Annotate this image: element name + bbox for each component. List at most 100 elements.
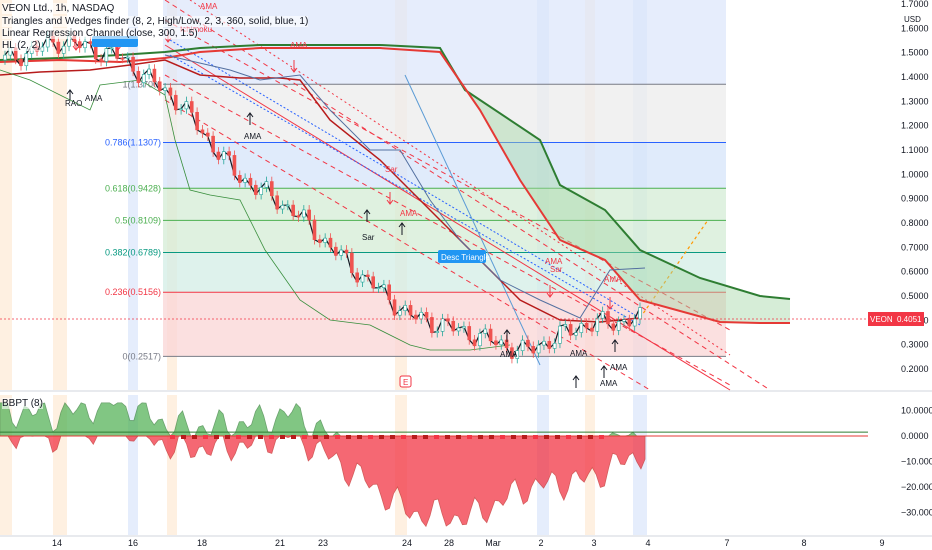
candle [3, 54, 7, 61]
arrow-up-icon [66, 89, 74, 100]
candle [147, 68, 151, 75]
candle [616, 321, 621, 331]
fibonacci-retracement[interactable]: 1(1.3700) 0.786(1.1307) 0.618(0.9428) 0.5(0… [105, 0, 726, 361]
svg-text:Desc Triangle: Desc Triangle [441, 253, 490, 262]
oscillator-marker [412, 435, 417, 439]
chart-title[interactable]: VEON Ltd., 1h, NASDAQ [2, 3, 115, 14]
oscillator-title[interactable]: BBPT (8) [2, 398, 43, 409]
fib-level-label: 1(1.3700) [122, 79, 161, 89]
candle [590, 327, 594, 332]
candle [323, 237, 327, 243]
time-tick: 24 [402, 538, 412, 548]
arrow-up-icon [363, 209, 371, 222]
candle [467, 326, 472, 341]
candlesticks[interactable] [3, 31, 642, 364]
candle [430, 317, 434, 333]
oscillator-marker [566, 435, 571, 439]
earnings-marker[interactable]: E [399, 375, 412, 388]
oscillator-marker [522, 435, 527, 439]
price-tick: 1.0000 [901, 169, 929, 179]
oscillator-tick: 0.0000 [901, 431, 929, 441]
oscillator-marker [225, 435, 230, 439]
price-tick: 0.2000 [901, 364, 929, 374]
candle [563, 324, 568, 327]
oscillator-marker [467, 435, 472, 439]
oscillator-marker [313, 435, 318, 439]
price-tick: 1.3000 [901, 96, 929, 106]
legend-regression[interactable]: Linear Regression Channel (close, 300, 1… [2, 28, 198, 39]
candle [168, 87, 173, 96]
candle [157, 81, 162, 91]
time-tick: Mar [485, 538, 501, 548]
bbpt-oscillator[interactable] [0, 402, 868, 528]
candle [424, 312, 429, 318]
candle [19, 59, 23, 67]
candle [275, 195, 279, 210]
candle [179, 108, 183, 111]
ama-label: AMA [545, 257, 563, 266]
candle [558, 325, 562, 344]
oscillator-marker [533, 435, 538, 439]
arrow-down-icon [546, 285, 554, 298]
oscillator-marker [181, 435, 186, 439]
oscillator-marker [401, 435, 406, 439]
time-axis[interactable]: 14 16 18 21 23 24 28 Mar 2 3 4 7 8 9 [0, 535, 932, 548]
price-tick: 0.7000 [901, 242, 929, 252]
candle [344, 249, 349, 254]
fib-level-label: 0.236(0.5156) [105, 287, 161, 297]
fib-zone [163, 142, 726, 189]
candle [253, 184, 258, 195]
candle [318, 239, 322, 243]
fib-level-label: 0.382(0.6789) [105, 247, 161, 257]
oscillator-marker [390, 435, 395, 439]
price-tick: 1.2000 [901, 121, 929, 131]
oscillator-marker [236, 435, 241, 439]
fib-zone [163, 220, 726, 253]
oscillator-marker [423, 435, 428, 439]
arrow-down-icon [290, 60, 298, 73]
arrow-down-icon [72, 40, 80, 51]
candle [456, 327, 461, 332]
fib-level-label: 0.618(0.9428) [105, 183, 161, 193]
candle [584, 322, 589, 329]
candle [77, 41, 82, 49]
candle [638, 307, 642, 320]
time-tick: 16 [128, 538, 138, 548]
candle [243, 177, 247, 183]
sar-label: Sar [385, 165, 398, 174]
rao-label: RAO [65, 99, 82, 108]
time-tick: 23 [318, 538, 328, 548]
regression-channel[interactable] [164, 0, 771, 391]
arrow-up-icon [503, 329, 511, 342]
candle [328, 237, 333, 248]
oscillator-marker [324, 435, 329, 439]
price-tick: 1.4000 [901, 72, 929, 82]
arrow-up-icon [600, 365, 608, 378]
legend-hl[interactable]: HL (2, 2) [2, 40, 41, 51]
candle [371, 276, 375, 289]
ichimoku-cloud[interactable] [0, 44, 791, 351]
price-tick: 0.3000 [901, 340, 929, 350]
candle [499, 339, 504, 346]
time-tick: 21 [275, 538, 285, 548]
fib-level-label: 0(0.2517) [122, 351, 161, 361]
candle [483, 328, 488, 334]
last-price-tag: VEON 0.4051 [868, 312, 924, 326]
price-axis[interactable]: 1.7000 1.6000 1.5000 1.4000 1.3000 1.2000 1.10… [901, 0, 929, 374]
oscillator-marker [599, 435, 604, 439]
fib-level-label: 0.5(0.8109) [115, 215, 161, 225]
price-tick: 1.7000 [901, 0, 929, 9]
oscillator-marker [445, 435, 450, 439]
candle [104, 48, 109, 62]
candle [152, 68, 157, 83]
time-tick: 14 [52, 538, 62, 548]
candle [291, 204, 295, 216]
desc-triangle-label[interactable]: Desc Triangle [438, 250, 490, 263]
candle [382, 284, 386, 288]
candle [40, 46, 45, 52]
time-tick: 2 [538, 538, 543, 548]
legend-triangles[interactable]: Triangles and Wedges finder (8, 2, High/… [2, 16, 309, 27]
oscillator-marker [379, 435, 384, 439]
oscillator-axis[interactable]: 10.0000 0.0000 −10.0000 −20.0000 −30.0000 [901, 406, 932, 518]
